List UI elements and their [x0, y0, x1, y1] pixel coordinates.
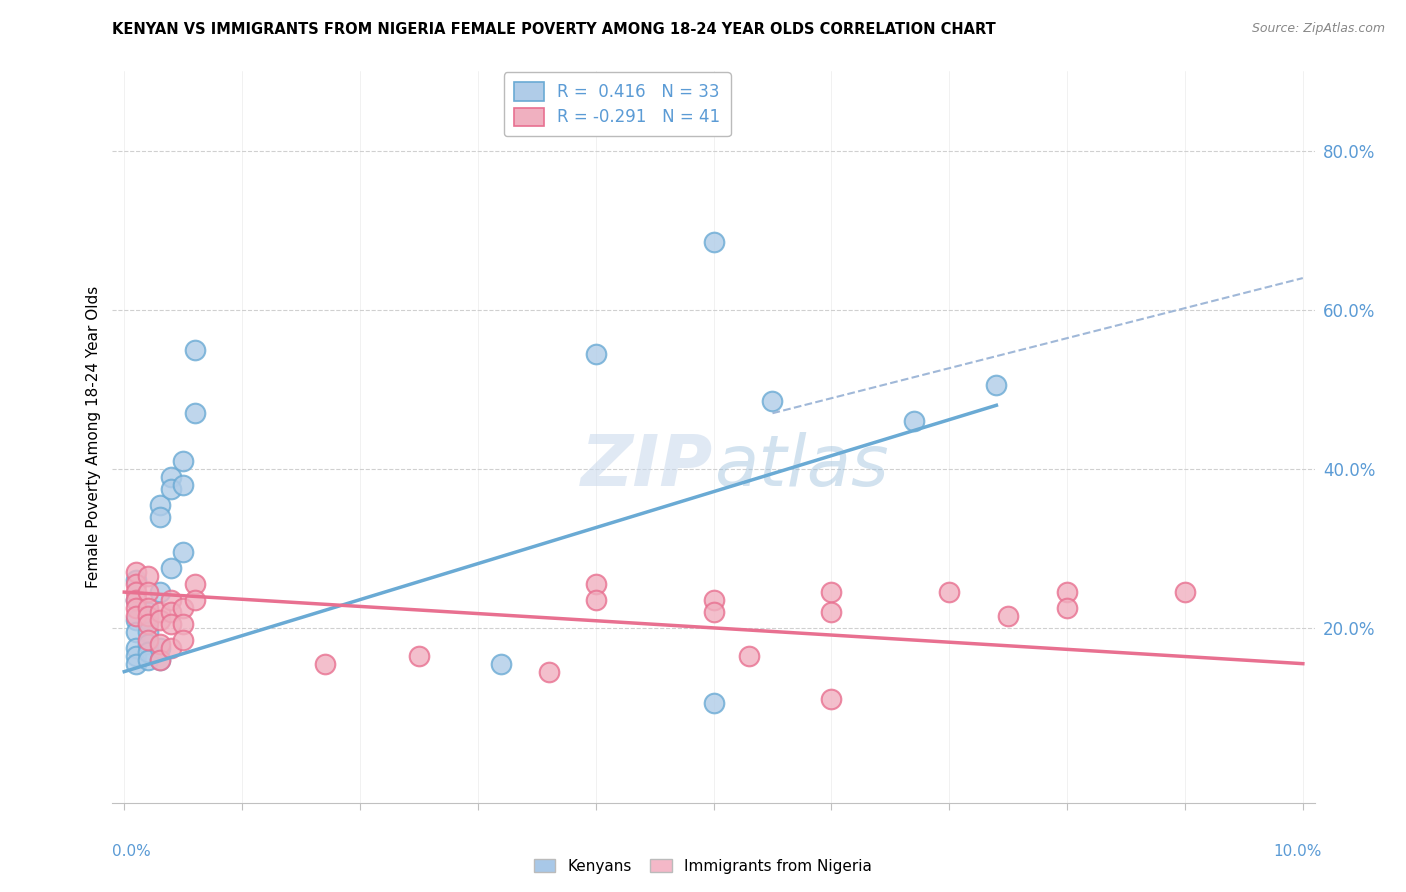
Point — [136, 605, 159, 619]
Point — [149, 653, 172, 667]
Point — [1174, 585, 1197, 599]
Point — [1056, 585, 1078, 599]
Point — [172, 616, 194, 631]
Point — [903, 414, 925, 428]
Point — [184, 343, 207, 357]
Point — [136, 601, 159, 615]
Legend: Kenyans, Immigrants from Nigeria: Kenyans, Immigrants from Nigeria — [529, 853, 877, 880]
Point — [172, 601, 194, 615]
Text: 10.0%: 10.0% — [1274, 845, 1322, 859]
Point — [585, 577, 607, 591]
Point — [738, 648, 761, 663]
Point — [149, 637, 172, 651]
Point — [702, 235, 725, 250]
Point — [537, 665, 560, 679]
Point — [136, 637, 159, 651]
Point — [761, 394, 783, 409]
Point — [160, 561, 183, 575]
Point — [938, 585, 960, 599]
Point — [149, 509, 172, 524]
Point — [820, 605, 842, 619]
Point — [149, 613, 172, 627]
Text: KENYAN VS IMMIGRANTS FROM NIGERIA FEMALE POVERTY AMONG 18-24 YEAR OLDS CORRELATI: KENYAN VS IMMIGRANTS FROM NIGERIA FEMALE… — [112, 22, 997, 37]
Point — [160, 593, 183, 607]
Point — [149, 653, 172, 667]
Point — [125, 601, 148, 615]
Point — [149, 498, 172, 512]
Point — [136, 653, 159, 667]
Point — [986, 378, 1008, 392]
Point — [125, 657, 148, 671]
Text: 0.0%: 0.0% — [112, 845, 152, 859]
Point — [702, 605, 725, 619]
Point — [160, 605, 183, 619]
Point — [1056, 601, 1078, 615]
Point — [125, 609, 148, 624]
Point — [136, 585, 159, 599]
Point — [184, 593, 207, 607]
Point — [585, 346, 607, 360]
Point — [125, 566, 148, 580]
Point — [160, 470, 183, 484]
Point — [820, 692, 842, 706]
Point — [491, 657, 513, 671]
Point — [136, 569, 159, 583]
Point — [125, 613, 148, 627]
Point — [172, 632, 194, 647]
Point — [136, 645, 159, 659]
Point — [136, 624, 159, 639]
Point — [149, 605, 172, 619]
Point — [172, 477, 194, 491]
Point — [149, 585, 172, 599]
Point — [136, 616, 159, 631]
Point — [125, 593, 148, 607]
Point — [184, 577, 207, 591]
Point — [125, 573, 148, 587]
Text: atlas: atlas — [713, 432, 889, 500]
Point — [136, 632, 159, 647]
Text: Source: ZipAtlas.com: Source: ZipAtlas.com — [1251, 22, 1385, 36]
Legend: R =  0.416   N = 33, R = -0.291   N = 41: R = 0.416 N = 33, R = -0.291 N = 41 — [505, 72, 731, 136]
Point — [820, 585, 842, 599]
Point — [585, 593, 607, 607]
Point — [125, 585, 148, 599]
Point — [314, 657, 336, 671]
Point — [136, 609, 159, 624]
Point — [997, 609, 1019, 624]
Point — [172, 454, 194, 468]
Point — [136, 613, 159, 627]
Point — [149, 640, 172, 655]
Point — [702, 697, 725, 711]
Point — [125, 640, 148, 655]
Point — [125, 624, 148, 639]
Y-axis label: Female Poverty Among 18-24 Year Olds: Female Poverty Among 18-24 Year Olds — [86, 286, 101, 588]
Point — [408, 648, 430, 663]
Point — [125, 648, 148, 663]
Point — [160, 640, 183, 655]
Point — [125, 593, 148, 607]
Point — [160, 616, 183, 631]
Point — [125, 577, 148, 591]
Point — [160, 482, 183, 496]
Text: ZIP: ZIP — [581, 432, 713, 500]
Point — [184, 406, 207, 420]
Point — [172, 545, 194, 559]
Point — [702, 593, 725, 607]
